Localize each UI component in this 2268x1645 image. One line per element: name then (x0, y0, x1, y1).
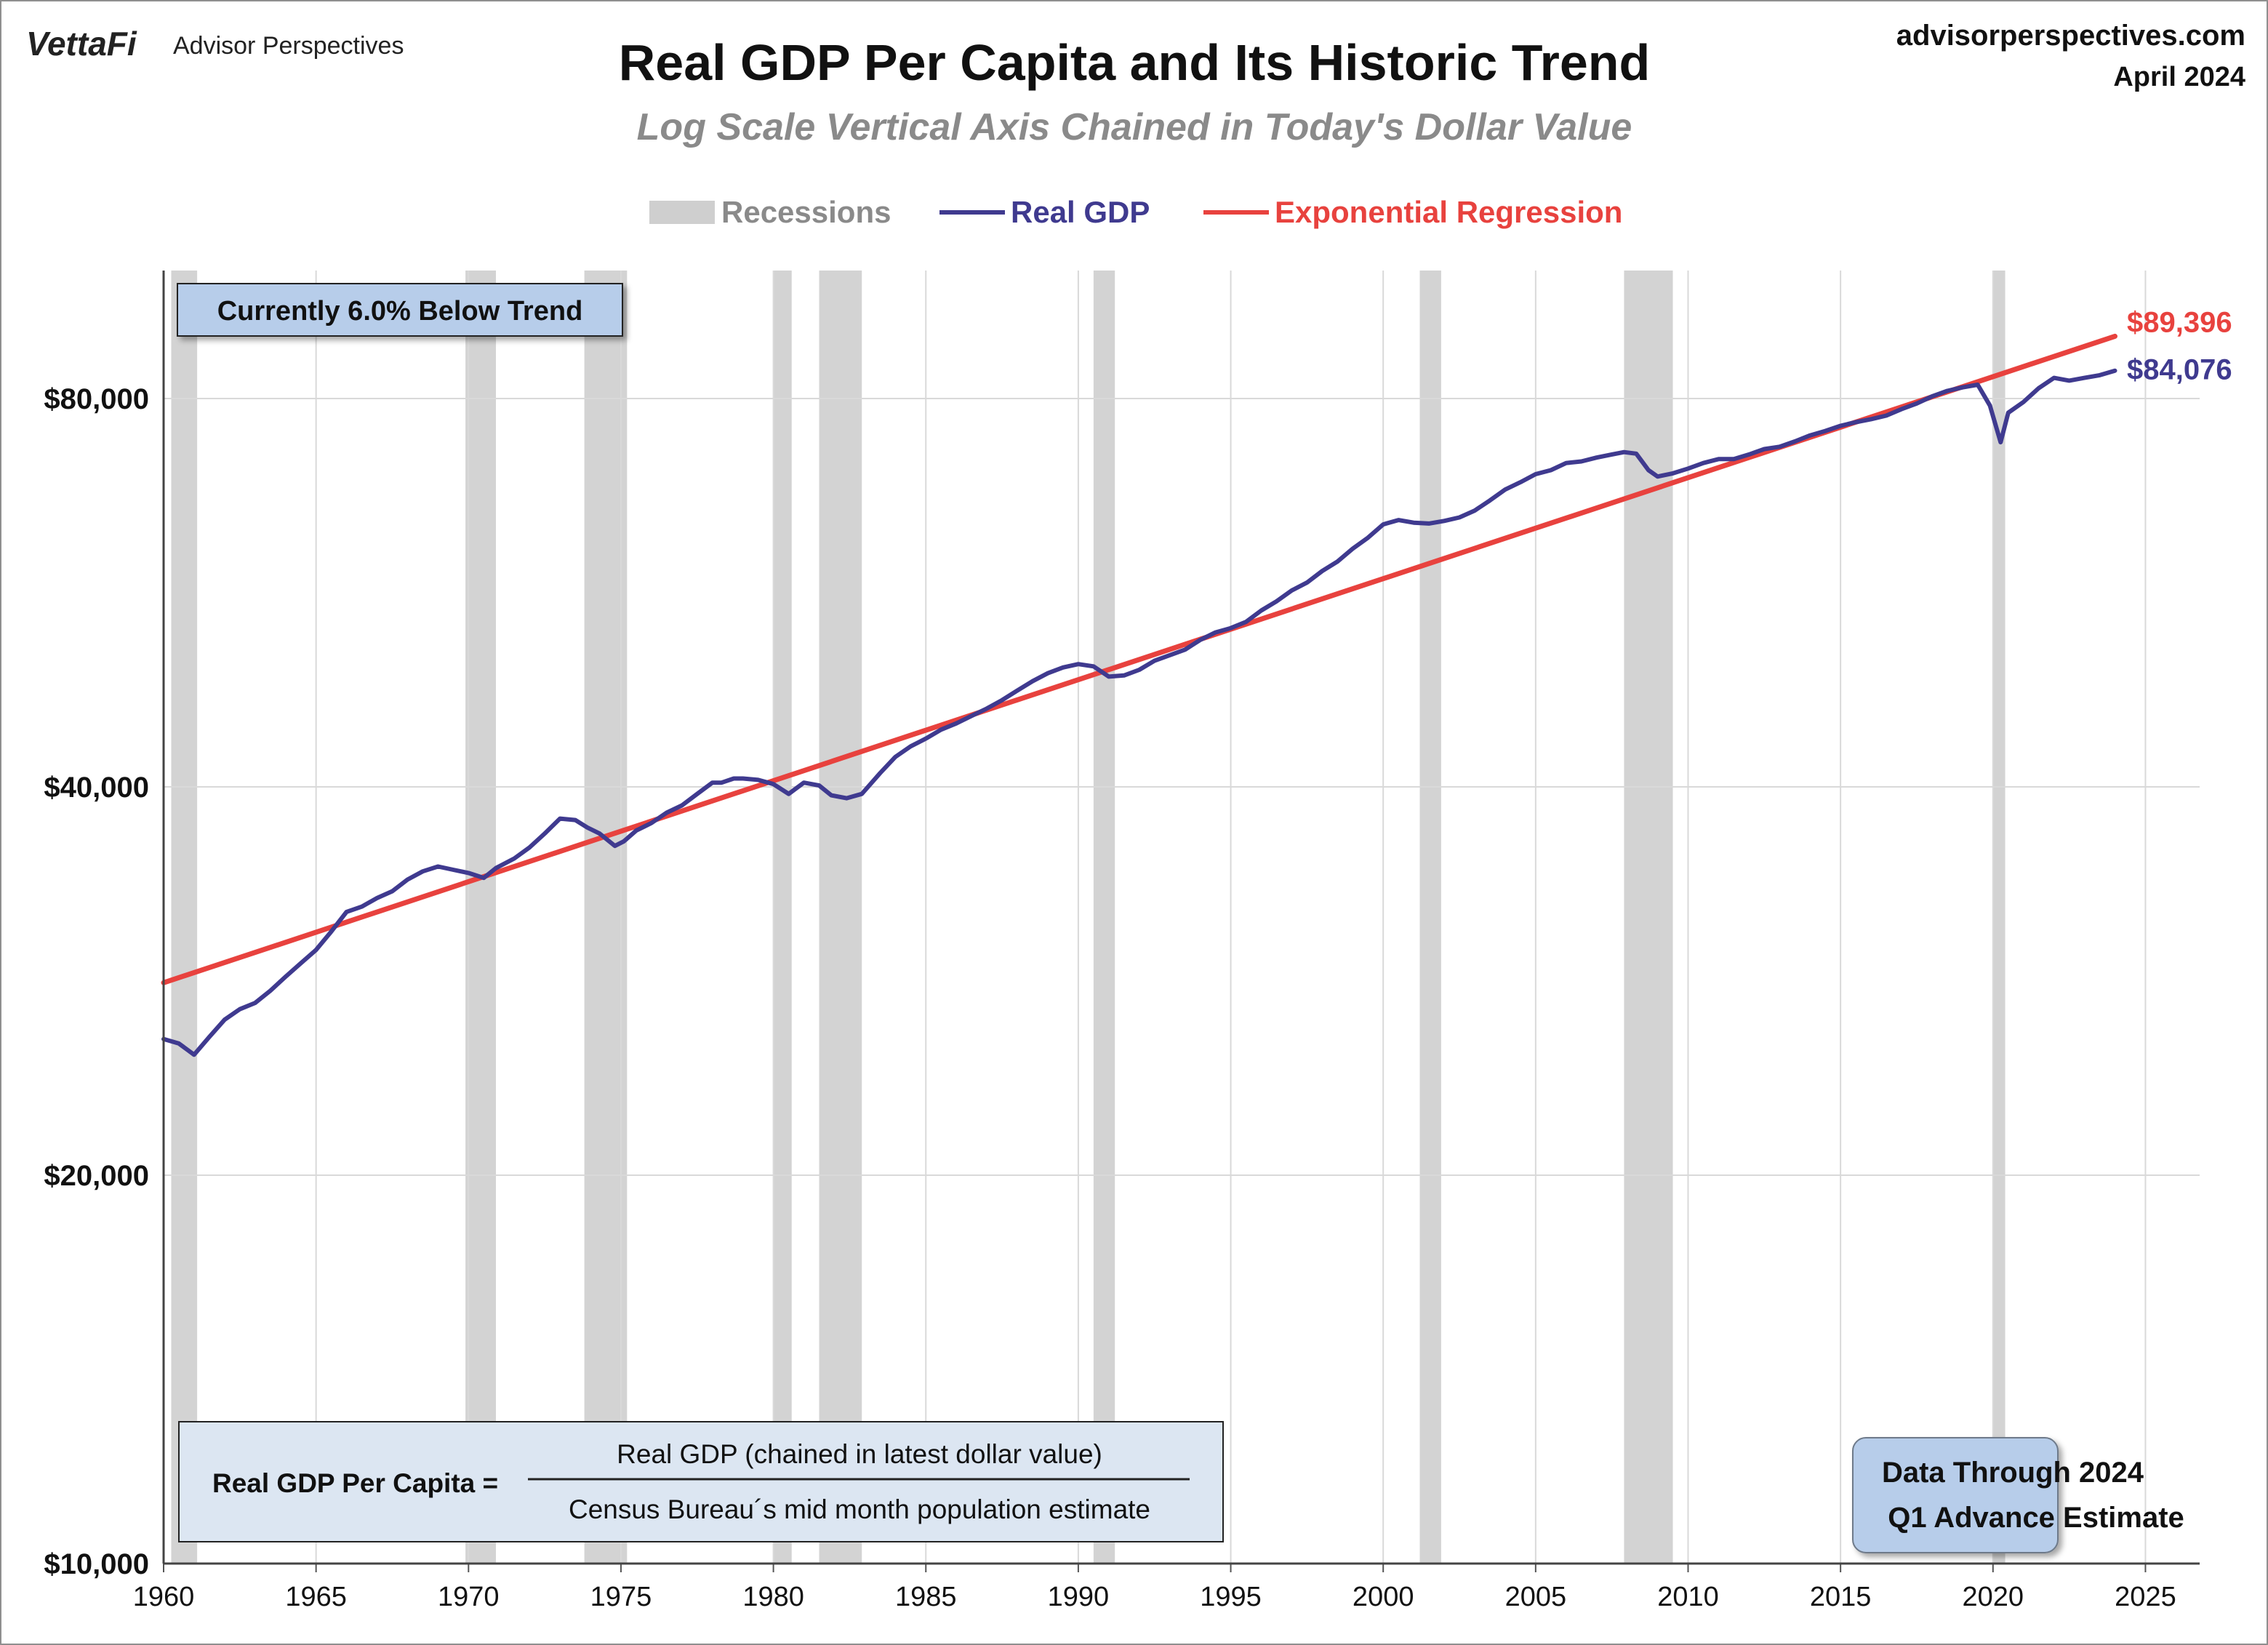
chart-subtitle: Log Scale Vertical Axis Chained in Today… (637, 106, 1632, 148)
trend-callout-text: Currently 6.0% Below Trend (217, 296, 583, 327)
recession-band (465, 271, 497, 1564)
x-tick-label: 2010 (1657, 1582, 1719, 1612)
formula-numerator: Real GDP (chained in latest dollar value… (617, 1439, 1102, 1469)
recession-band (819, 271, 862, 1564)
trend-callout: Currently 6.0% Below Trend (177, 283, 623, 337)
end-label-real-gdp: $84,076 (2127, 354, 2232, 386)
x-tick-label: 1980 (742, 1582, 804, 1612)
formula-box-background (178, 1421, 1224, 1542)
advisor-perspectives-logo: Advisor Perspectives (173, 32, 404, 60)
vettafi-logo: VettaFi (26, 25, 137, 63)
x-tick-label: 1970 (438, 1582, 500, 1612)
y-tick-label: $80,000 (44, 383, 149, 415)
data-through-box (1852, 1437, 2059, 1553)
recession-band (1419, 271, 1441, 1564)
formula-left: Real GDP Per Capita = (212, 1468, 498, 1498)
axes (162, 271, 2200, 1565)
formula-denominator: Census Bureau´s mid month population est… (569, 1494, 1150, 1524)
series-line-real-gdp (161, 368, 2117, 1057)
x-tick-label: 1975 (590, 1582, 652, 1612)
x-tick-label: 2020 (1963, 1582, 2024, 1612)
recession-band (1624, 271, 1673, 1564)
x-tick-label: 2005 (1505, 1582, 1567, 1612)
legend: Recessions Real GDP Exponential Regressi… (649, 195, 1622, 229)
y-axis-ticks: $10,000 $20,000 $40,000 $80,000 (44, 383, 149, 1580)
x-axis-ticks: 1960 1965 1970 1975 1980 1985 1990 1995 2000 2005… (133, 1564, 2176, 1612)
end-label-regression: $89,396 (2127, 306, 2232, 338)
recession-band (171, 271, 198, 1564)
recession-band (773, 271, 792, 1564)
series-lines (161, 333, 2117, 1057)
legend-recessions-swatch (649, 201, 715, 224)
x-tick-label: 2000 (1353, 1582, 1414, 1612)
x-tick-label: 2025 (2115, 1582, 2176, 1612)
recession-band (584, 271, 628, 1564)
legend-realgdp-label: Real GDP (1011, 195, 1150, 229)
plot-background (164, 271, 2200, 1564)
data-through-line2: Q1 Advance Estimate (1888, 1502, 2184, 1534)
x-tick-label: 1995 (1200, 1582, 1262, 1612)
x-tick-label: 1960 (133, 1582, 195, 1612)
y-tick-label: $40,000 (44, 772, 149, 804)
x-tick-label: 1985 (895, 1582, 957, 1612)
legend-regression-label: Exponential Regression (1275, 195, 1622, 229)
y-tick-label: $10,000 (44, 1548, 149, 1580)
recession-band (1992, 271, 2005, 1564)
end-value-labels: $89,396 $84,076 (2127, 306, 2232, 385)
x-tick-label: 1990 (1048, 1582, 1110, 1612)
site-url: advisorperspectives.com (1896, 20, 2245, 52)
x-tick-label: 2015 (1810, 1582, 1872, 1612)
legend-recessions-label: Recessions (721, 195, 891, 229)
data-through-callout: Data Through 2024 Q1 Advance Estimate (1852, 1437, 2184, 1553)
chart-title: Real GDP Per Capita and Its Historic Tre… (619, 34, 1651, 91)
data-through-line1: Data Through 2024 (1882, 1457, 2144, 1489)
formula-box: Real GDP Per Capita = Real GDP (chained … (178, 1421, 1224, 1542)
trend-callout-box (177, 283, 623, 337)
x-tick-label: 1965 (285, 1582, 347, 1612)
gridlines (164, 271, 2200, 1564)
recession-band (1093, 271, 1115, 1564)
report-date: April 2024 (2113, 62, 2245, 92)
plot-area: 1960 1965 1970 1975 1980 1985 1990 1995 2000 2005… (44, 271, 2232, 1612)
recession-bands (171, 271, 2005, 1564)
y-tick-label: $20,000 (44, 1160, 149, 1192)
